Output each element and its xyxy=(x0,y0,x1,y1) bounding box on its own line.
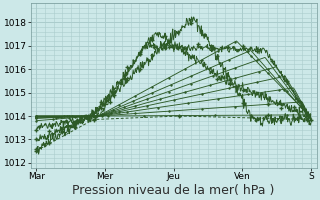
X-axis label: Pression niveau de la mer( hPa ): Pression niveau de la mer( hPa ) xyxy=(72,184,275,197)
